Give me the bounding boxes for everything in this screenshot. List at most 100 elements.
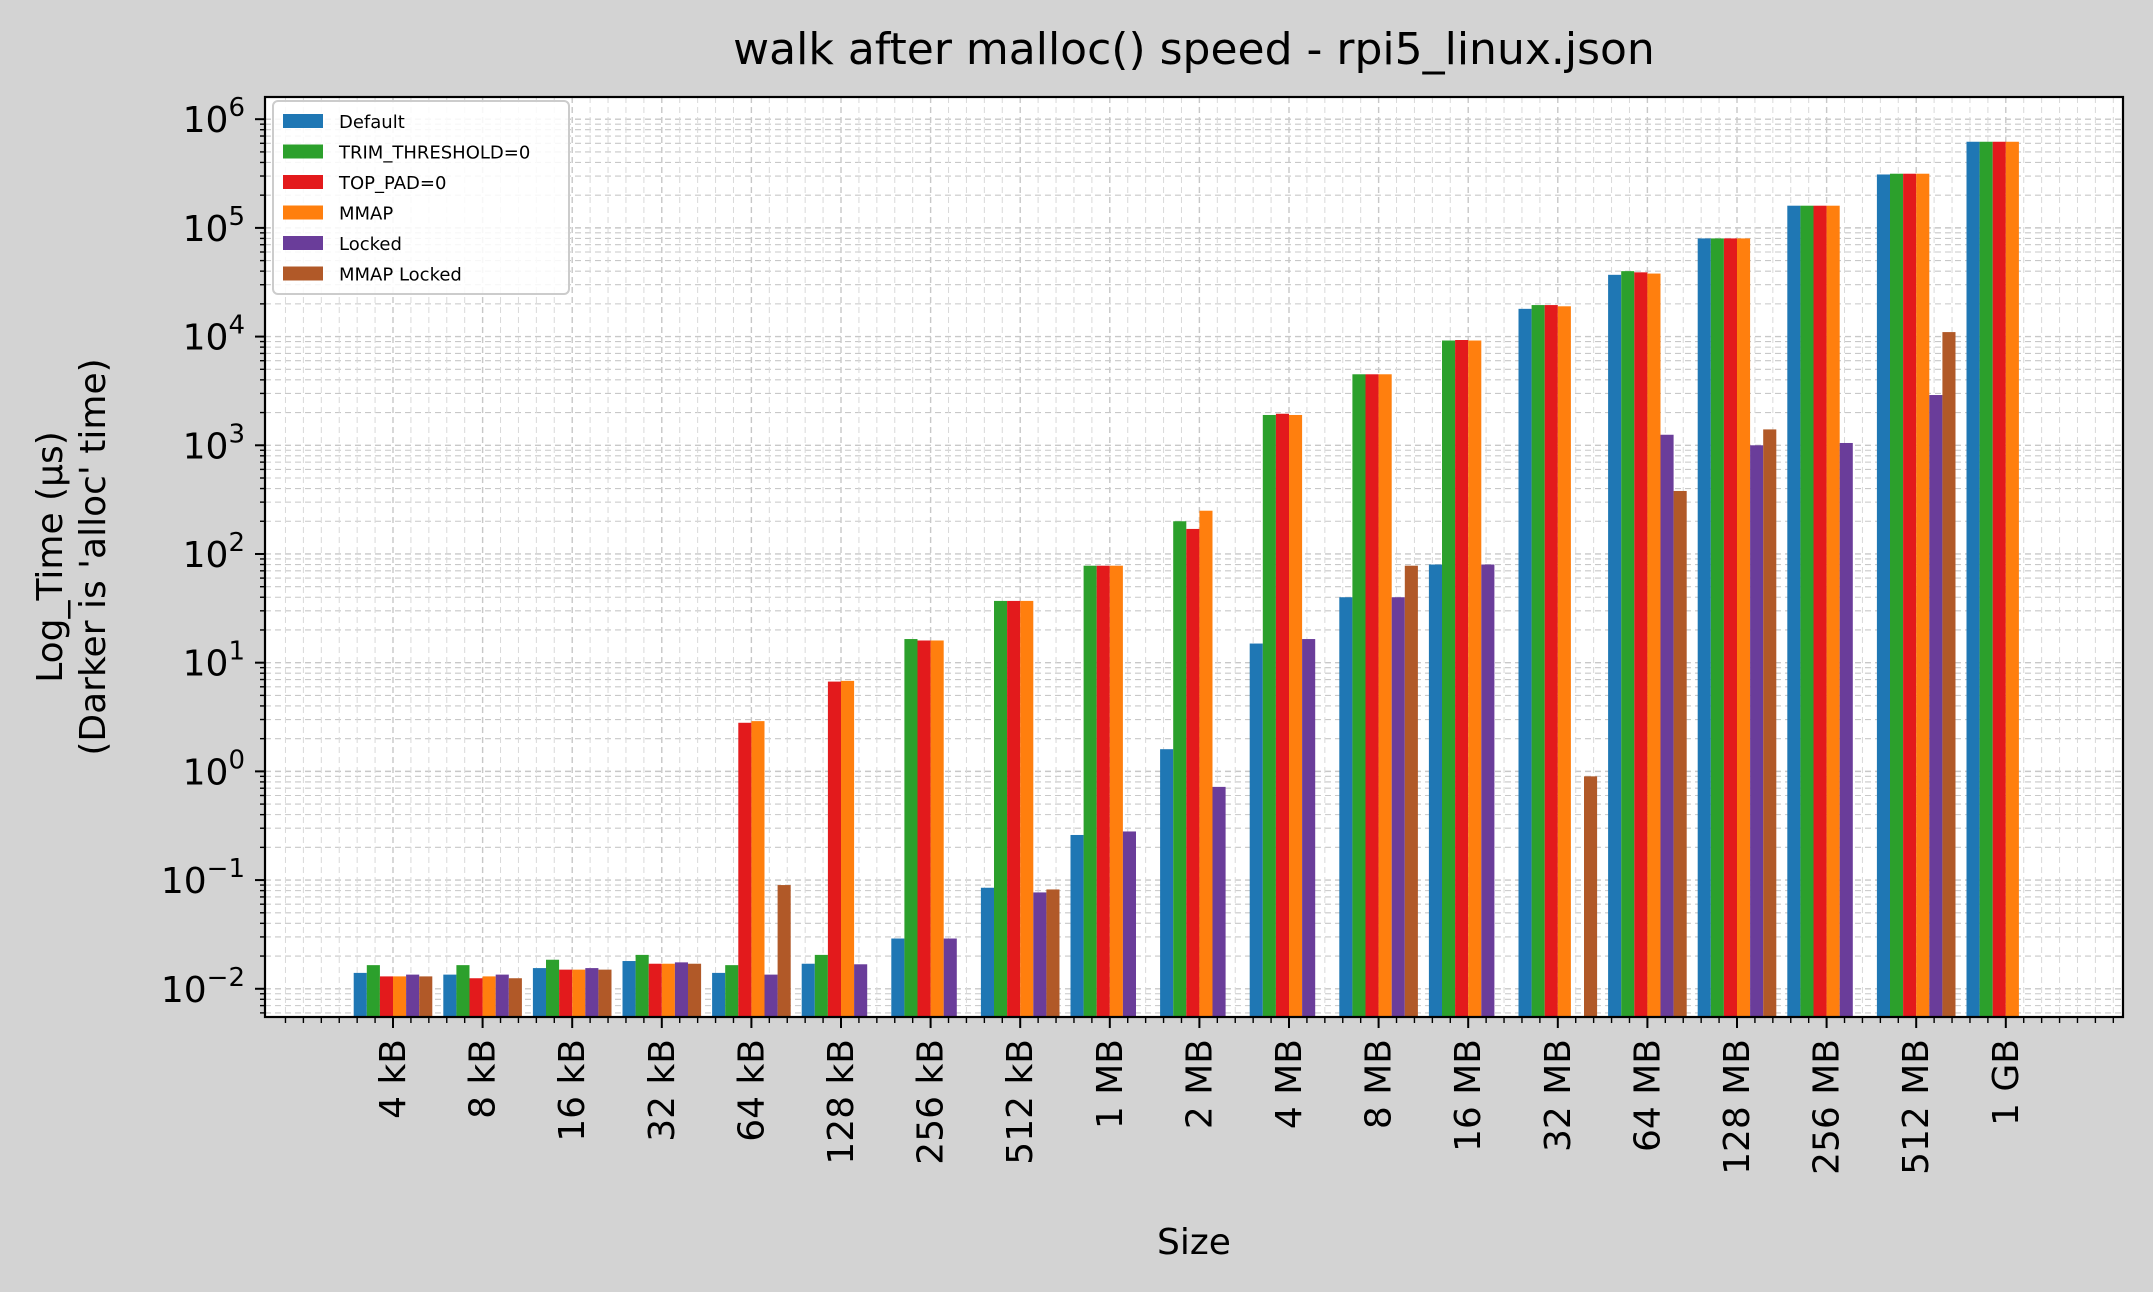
bar [1634,272,1648,1017]
x-tick-label: 128 kB [821,1039,862,1165]
legend-swatch [283,175,323,189]
x-tick-label: 128 MB [1717,1039,1758,1175]
bar [1608,274,1622,1018]
bar [1531,305,1545,1017]
bar [1468,340,1482,1017]
x-tick-label: 1 MB [1090,1039,1131,1129]
bar [532,968,546,1017]
bar [1826,205,1840,1017]
bar [1890,173,1904,1018]
bar [1262,414,1276,1017]
bar [1737,238,1751,1018]
bar [353,972,367,1017]
bar [648,963,662,1017]
bar [1083,565,1097,1017]
bar [443,974,457,1017]
y-tick-label: 105 [183,202,245,250]
bar [1173,521,1187,1017]
bar [1302,639,1316,1017]
bar [1839,442,1853,1017]
bar [1007,600,1021,1017]
bar [2005,141,2019,1017]
bar [725,965,739,1017]
bar [1763,429,1777,1017]
bar [1199,510,1213,1017]
bar [1621,271,1635,1017]
legend-swatch [283,205,323,220]
bar [1442,340,1456,1017]
bar [1903,173,1917,1018]
bar [482,976,496,1017]
y-tick-label: 103 [183,419,245,467]
bar [764,974,778,1017]
bar [674,962,688,1017]
legend-label: TRIM_THRESHOLD=0 [338,143,530,164]
bar [393,976,407,1017]
bar [891,938,905,1017]
bar [777,885,791,1017]
x-tick-label: 512 MB [1896,1039,1937,1175]
bar [1352,374,1366,1017]
bar [943,938,957,1017]
ticks: 10−2 10−1 100 101 102 103 104 105 106 4 kB 8 kB 16 … [161,93,2115,1175]
bar [406,974,420,1017]
bar [854,964,868,1017]
bar [1289,414,1303,1017]
bar [1647,273,1661,1017]
bar [712,972,726,1017]
bar [994,600,1008,1017]
bar [1365,374,1379,1017]
bar [661,963,675,1017]
chart-title: walk after malloc() speed - rpi5_linux.j… [733,24,1655,75]
bar [1697,238,1711,1018]
bar [1916,173,1930,1018]
bar [1020,600,1034,1017]
bar [635,954,649,1017]
bar [1557,306,1571,1018]
legend: Default TRIM_THRESHOLD=0 TOP_PAD=0 MMAP Lock… [272,100,570,295]
bar [1787,205,1801,1017]
bar [585,968,599,1017]
axes [263,95,2125,1019]
bar [1876,174,1890,1017]
bar [1455,340,1469,1017]
x-tick-label: 8 MB [1359,1039,1400,1129]
bar [980,887,994,1017]
bar [1096,565,1110,1017]
bar [1275,413,1289,1017]
y-axis-label-line1: Log_Time (µs) [30,431,71,683]
legend-label: Locked [339,234,402,255]
x-tick-label: 16 kB [552,1039,593,1142]
legend-label: Default [339,112,405,133]
bar [1750,445,1764,1017]
bar [469,978,483,1017]
x-tick-label: 32 kB [642,1039,683,1142]
bar [930,640,944,1017]
bar [1070,834,1084,1017]
y-tick-label: 10−2 [161,963,245,1011]
bar [598,969,612,1017]
bar [546,959,560,1017]
x-axis-label: Size [1157,1222,1231,1263]
bar [1109,565,1123,1017]
x-tick-label: 16 MB [1448,1039,1489,1152]
bar [1992,141,2006,1017]
y-tick-label: 101 [183,637,245,685]
bar [1544,305,1558,1017]
legend-swatch [283,266,323,281]
y-tick-label: 10−1 [161,854,245,902]
legend-swatch [283,114,323,128]
bar [1033,892,1047,1017]
bar [904,639,918,1017]
bar [419,976,433,1017]
bar [1428,564,1442,1017]
bar [1966,141,1980,1017]
y-axis-label-line2: (Darker is 'alloc' time) [73,358,114,755]
bar [456,965,470,1017]
bar [751,721,765,1017]
bar [1800,205,1814,1017]
bar [841,680,855,1017]
bar [508,978,522,1017]
bar [366,965,380,1017]
